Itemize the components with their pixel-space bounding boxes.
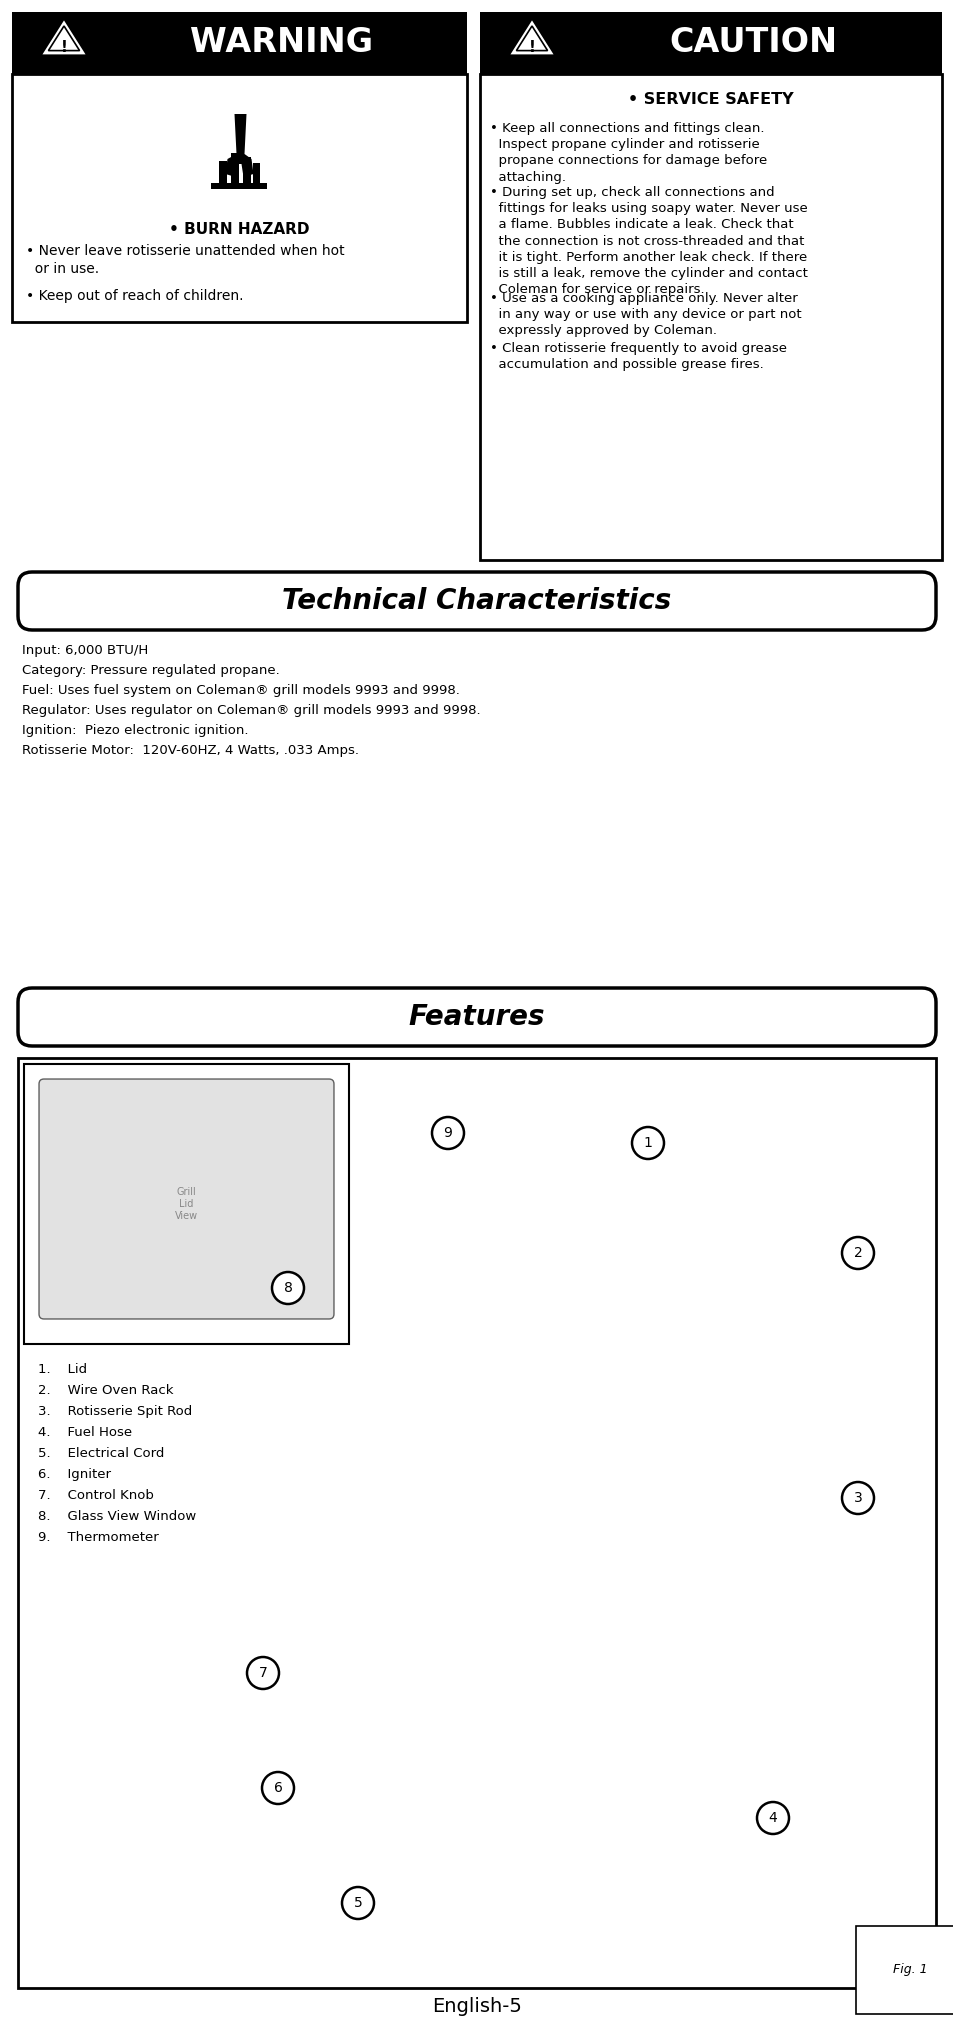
Text: 9.    Thermometer: 9. Thermometer [38, 1531, 158, 1543]
Text: 8.    Glass View Window: 8. Glass View Window [38, 1511, 196, 1523]
Text: Rotisserie Motor:  120V-60HZ, 4 Watts, .033 Amps.: Rotisserie Motor: 120V-60HZ, 4 Watts, .0… [22, 744, 358, 756]
Text: 6.    Igniter: 6. Igniter [38, 1468, 111, 1480]
Text: 6: 6 [274, 1781, 282, 1795]
Bar [219, 160, 227, 183]
Text: 2.    Wire Oven Rack: 2. Wire Oven Rack [38, 1383, 173, 1397]
FancyBboxPatch shape [18, 572, 935, 631]
Circle shape [757, 1803, 788, 1833]
Text: Input: 6,000 BTU/H: Input: 6,000 BTU/H [22, 645, 148, 657]
Bar [253, 162, 260, 183]
Bar [479, 12, 941, 73]
Polygon shape [45, 22, 83, 53]
Text: 3: 3 [853, 1491, 862, 1505]
Bar [18, 1059, 935, 1987]
Text: 5.    Electrical Cord: 5. Electrical Cord [38, 1448, 164, 1460]
Text: Fuel: Uses fuel system on Coleman® grill models 9993 and 9998.: Fuel: Uses fuel system on Coleman® grill… [22, 683, 459, 698]
FancyBboxPatch shape [39, 1079, 334, 1318]
Bar [12, 12, 467, 73]
Text: • Use as a cooking appliance only. Never alter
  in any way or use with any devi: • Use as a cooking appliance only. Never… [490, 292, 801, 337]
Text: • Keep all connections and fittings clean.
  Inspect propane cylinder and rotiss: • Keep all connections and fittings clea… [490, 122, 766, 185]
Text: • Never leave rotisserie unattended when hot
  or in use.: • Never leave rotisserie unattended when… [26, 243, 344, 276]
Circle shape [432, 1117, 463, 1150]
Text: Ignition:  Piezo electronic ignition.: Ignition: Piezo electronic ignition. [22, 724, 248, 736]
Polygon shape [513, 22, 551, 53]
Text: • During set up, check all connections and
  fittings for leaks using soapy wate: • During set up, check all connections a… [490, 187, 807, 296]
FancyBboxPatch shape [18, 988, 935, 1046]
Text: • Keep out of reach of children.: • Keep out of reach of children. [26, 290, 243, 302]
Bar [12, 73, 467, 322]
Polygon shape [225, 114, 253, 176]
Text: CAUTION: CAUTION [669, 26, 837, 59]
Text: Features: Features [408, 1004, 545, 1030]
Text: Category: Pressure regulated propane.: Category: Pressure regulated propane. [22, 663, 279, 677]
Text: Regulator: Uses regulator on Coleman® grill models 9993 and 9998.: Regulator: Uses regulator on Coleman® gr… [22, 704, 480, 718]
Text: 7.    Control Knob: 7. Control Knob [38, 1489, 153, 1503]
Circle shape [841, 1237, 873, 1270]
Text: Grill
Lid
View: Grill Lid View [174, 1188, 198, 1221]
Text: English-5: English-5 [432, 1996, 521, 2016]
Text: • SERVICE SAFETY: • SERVICE SAFETY [627, 91, 793, 107]
Text: 1.    Lid: 1. Lid [38, 1363, 87, 1377]
Text: Fig. 1: Fig. 1 [892, 1963, 927, 1975]
Polygon shape [49, 26, 79, 51]
Circle shape [272, 1272, 304, 1304]
Text: !: ! [60, 39, 68, 55]
Text: !: ! [528, 39, 535, 55]
Text: 2: 2 [853, 1245, 862, 1259]
Circle shape [262, 1772, 294, 1805]
Bar [24, 1065, 349, 1345]
Bar [232, 152, 239, 183]
Text: 4.    Fuel Hose: 4. Fuel Hose [38, 1426, 132, 1440]
Polygon shape [516, 26, 547, 51]
Text: • Clean rotisserie frequently to avoid grease
  accumulation and possible grease: • Clean rotisserie frequently to avoid g… [490, 343, 786, 371]
Circle shape [341, 1886, 374, 1918]
Text: 1: 1 [643, 1136, 652, 1150]
Text: 9: 9 [443, 1126, 452, 1140]
Circle shape [631, 1128, 663, 1158]
Text: 3.    Rotisserie Spit Rod: 3. Rotisserie Spit Rod [38, 1405, 193, 1418]
Text: • BURN HAZARD: • BURN HAZARD [169, 221, 310, 237]
Text: WARNING: WARNING [191, 26, 374, 59]
Text: Technical Characteristics: Technical Characteristics [282, 586, 671, 614]
Bar [243, 156, 252, 183]
Text: 5: 5 [354, 1896, 362, 1910]
Circle shape [247, 1657, 278, 1689]
Text: 8: 8 [283, 1282, 293, 1296]
Text: 4: 4 [768, 1811, 777, 1825]
Circle shape [841, 1482, 873, 1515]
Bar [479, 73, 941, 560]
Bar [212, 183, 267, 189]
Text: 7: 7 [258, 1665, 267, 1679]
